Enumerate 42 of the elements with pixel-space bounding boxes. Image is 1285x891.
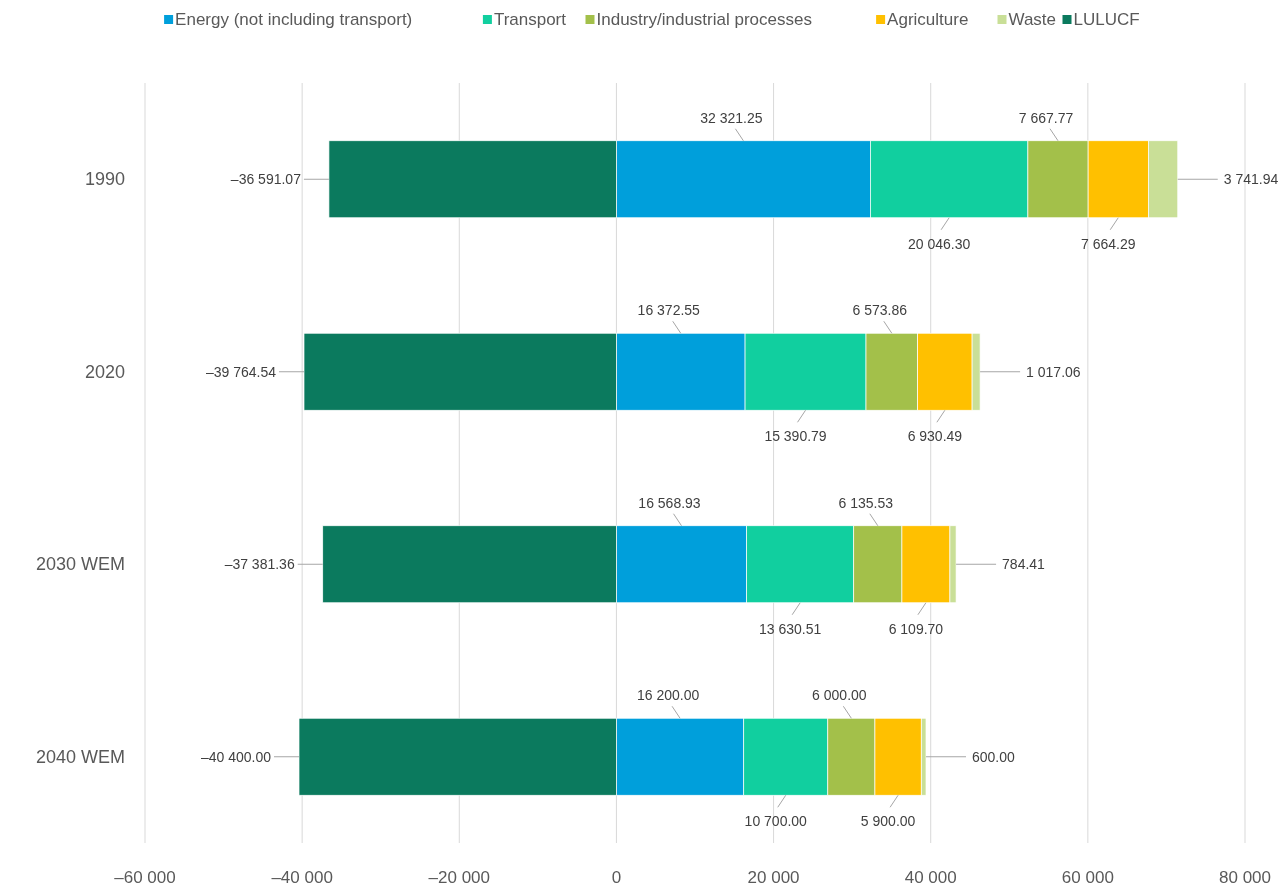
legend-label: Agriculture — [887, 10, 969, 29]
data-label: 15 390.79 — [764, 428, 827, 445]
x-tick-label: 0 — [611, 868, 622, 887]
data-label: –36 591.07 — [230, 171, 302, 188]
x-tick-label: –40 000 — [271, 868, 333, 887]
data-label: 6 573.86 — [852, 302, 908, 319]
data-label: 784.41 — [1002, 556, 1046, 573]
data-label: 600.00 — [972, 748, 1016, 765]
legend-label: Energy (not including transport) — [175, 10, 413, 29]
y-tick-label: 1990 — [84, 169, 125, 190]
y-tick-label: 2030 WEM — [35, 554, 125, 575]
data-label: 6 000.00 — [812, 687, 867, 704]
data-label: 13 630.51 — [759, 620, 822, 637]
x-tick-label: 40 000 — [904, 868, 957, 887]
data-label: 16 372.55 — [637, 302, 701, 319]
data-label: 6 135.53 — [838, 494, 894, 511]
x-tick-label: –20 000 — [428, 868, 491, 887]
data-label: 16 568.93 — [638, 494, 701, 511]
y-tick-label: 2020 — [84, 361, 125, 382]
data-label: 5 900.00 — [860, 813, 916, 830]
legend-label: Transport — [493, 10, 567, 29]
data-label: 6 930.49 — [907, 428, 963, 445]
legend-label: Waste — [1008, 10, 1057, 29]
data-label: 16 200.00 — [636, 687, 700, 704]
data-label: –39 764.54 — [205, 363, 277, 380]
y-tick-label: 2040 WEM — [35, 746, 125, 767]
legend-label: Industry/industrial processes — [596, 10, 812, 29]
x-tick-label: 60 000 — [1061, 868, 1114, 887]
x-tick-label: –60 000 — [114, 868, 176, 887]
data-label: –40 400.00 — [200, 748, 272, 765]
data-label: 10 700.00 — [744, 813, 808, 830]
legend-label: LULUCF — [1073, 10, 1140, 29]
data-label: –37 381.36 — [224, 556, 295, 573]
data-label: 7 664.29 — [1080, 235, 1136, 252]
data-label: 7 667.77 — [1018, 109, 1074, 126]
data-label: 3 741.94 — [1223, 171, 1279, 188]
x-tick-label: 80 000 — [1219, 868, 1271, 887]
x-tick-label: 20 000 — [747, 868, 800, 887]
data-label: 6 109.70 — [888, 620, 944, 637]
data-label: 20 046.30 — [907, 235, 971, 252]
data-label: 1 017.06 — [1026, 363, 1081, 380]
data-label: 32 321.25 — [700, 109, 763, 126]
